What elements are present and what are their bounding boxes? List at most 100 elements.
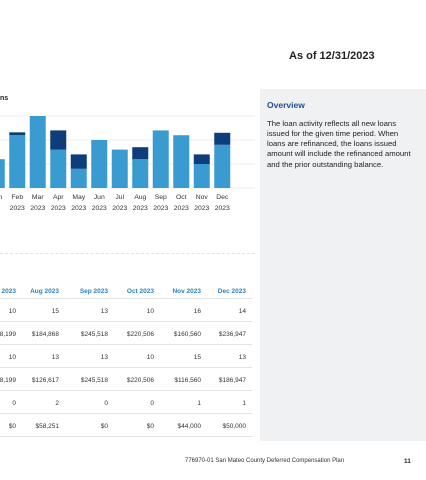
column-header: Sep 2023: [79, 288, 108, 295]
bar-may-refinanced: [70, 154, 87, 169]
x-tick-month: Aug: [134, 194, 146, 201]
x-tick-year: 2023: [71, 205, 86, 212]
table-row: 8,199 $126,617 $245,518 $220,506 $116,560 $18…: [0, 368, 252, 391]
table-cell: 13: [100, 308, 108, 315]
bar-aug-refinanced: [132, 147, 149, 160]
table-cell: $126,617: [31, 377, 59, 384]
table-cell: 16: [193, 308, 201, 315]
bar-feb-refinanced: [9, 132, 26, 136]
x-tick-month: Apr: [53, 194, 64, 201]
loan-activity-table: 2023 Aug 2023 Sep 2023 Oct 2023 Nov 2023 Dec …: [0, 283, 252, 437]
table-cell: $220,506: [126, 377, 154, 384]
x-tick-year: 2023: [194, 205, 209, 212]
table-cell: 10: [8, 354, 16, 361]
table-row: 0 2 0 0 1 1: [0, 391, 252, 414]
table-cell: 0: [104, 400, 108, 407]
x-tick-month: May: [72, 194, 85, 201]
table-cell: 0: [150, 400, 154, 407]
chart-title: ns: [0, 95, 9, 102]
bar-dec-refinanced: [214, 132, 231, 145]
bar-nov-new: [193, 164, 210, 188]
x-tick-year: 2023: [215, 205, 230, 212]
table-cell: 10: [8, 308, 16, 315]
loans-bar-chart: Jan3Feb2023Mar2023Apr2023May2023Jun2023J…: [0, 115, 255, 212]
x-tick-month: Mar: [32, 194, 44, 201]
table-cell: 10: [146, 354, 154, 361]
overview-text: The loan activity reflects all new loans…: [267, 119, 411, 169]
x-tick-month: Oct: [176, 194, 187, 201]
x-tick-month: Nov: [196, 194, 209, 201]
bar-nov-refinanced: [193, 154, 210, 164]
table-cell: $0: [8, 423, 16, 430]
table-cell: $236,947: [218, 331, 246, 338]
table-cell: $186,947: [218, 377, 246, 384]
overview-panel: Overview The loan activity reflects all …: [260, 89, 426, 441]
x-tick-month: Jan: [0, 194, 2, 201]
as-of-date: As of 12/31/2023: [289, 50, 375, 62]
section-divider: [0, 253, 255, 254]
x-tick-year: 2023: [153, 205, 168, 212]
x-tick-year: 2023: [133, 205, 148, 212]
table-cell: $58,251: [35, 423, 60, 430]
bar-feb-new: [9, 135, 26, 188]
table-cell: $160,560: [173, 331, 201, 338]
table-cell: $220,506: [126, 331, 154, 338]
bar-oct-new: [173, 135, 190, 188]
x-tick-month: Jun: [94, 194, 105, 201]
column-header: Oct 2023: [126, 288, 154, 295]
table-cell: 13: [51, 354, 59, 361]
x-tick-year: 2023: [112, 205, 127, 212]
bar-jan-new: [0, 159, 5, 188]
column-header: 2023: [1, 288, 16, 295]
table-cell: $245,518: [80, 377, 108, 384]
table-cell: $245,518: [80, 331, 108, 338]
x-tick-year: 2023: [92, 205, 107, 212]
bar-mar-new: [29, 116, 46, 188]
bar-aug-new: [132, 159, 149, 188]
x-tick-month: Feb: [11, 194, 23, 201]
table-cell: 1: [197, 400, 201, 407]
column-header: Nov 2023: [172, 288, 201, 295]
table-cell: 14: [238, 308, 246, 315]
bar-jun-new: [91, 140, 108, 188]
table-cell: $116,560: [174, 377, 201, 384]
table-cell: 13: [238, 354, 246, 361]
table-cell: 10: [146, 308, 154, 315]
table-cell: $184,868: [31, 331, 59, 338]
table-cell: 0: [12, 400, 16, 407]
table-row: 10 15 13 10 16 14: [0, 299, 252, 322]
table-cell: $0: [100, 423, 108, 430]
table-row: $0 $58,251 $0 $0 $44,000 $50,000: [0, 414, 252, 437]
table-cell: $50,000: [222, 423, 247, 430]
x-tick-year: 2023: [51, 205, 66, 212]
column-header: Dec 2023: [217, 288, 246, 295]
column-header: Aug 2023: [30, 288, 59, 295]
bar-apr-new: [50, 149, 67, 188]
footer-text: 776970-01 San Mateo County Deferred Comp…: [185, 458, 345, 464]
table-cell: 13: [100, 354, 108, 361]
page-number: 11: [404, 458, 411, 465]
table-cell: 2: [55, 400, 59, 407]
table-header-row: 2023 Aug 2023 Sep 2023 Oct 2023 Nov 2023 Dec …: [0, 283, 252, 299]
x-tick-year: 2023: [30, 205, 45, 212]
table-cell: 15: [193, 354, 201, 361]
bar-sep-new: [152, 130, 169, 188]
x-tick-month: Sep: [155, 194, 167, 201]
x-tick-year: 2023: [10, 205, 25, 212]
table-cell: $44,000: [177, 423, 202, 430]
bar-jul-new: [111, 149, 128, 188]
overview-title: Overview: [267, 100, 305, 110]
table-cell: 8,199: [0, 377, 16, 384]
table-cell: 15: [51, 308, 59, 315]
table-row: 8,199 $184,868 $245,518 $220,506 $160,560 $23…: [0, 322, 252, 345]
x-tick-year: 2023: [174, 205, 189, 212]
x-tick-month: Dec: [216, 194, 229, 201]
bar-apr-refinanced: [50, 130, 67, 150]
table-cell: $0: [146, 423, 154, 430]
table-cell: 1: [242, 400, 246, 407]
bar-may-new: [70, 168, 87, 188]
table-cell: 8,199: [0, 331, 16, 338]
x-tick-month: Jul: [115, 194, 124, 201]
table-row: 10 13 13 10 15 13: [0, 345, 252, 368]
bar-dec-new: [214, 144, 231, 188]
